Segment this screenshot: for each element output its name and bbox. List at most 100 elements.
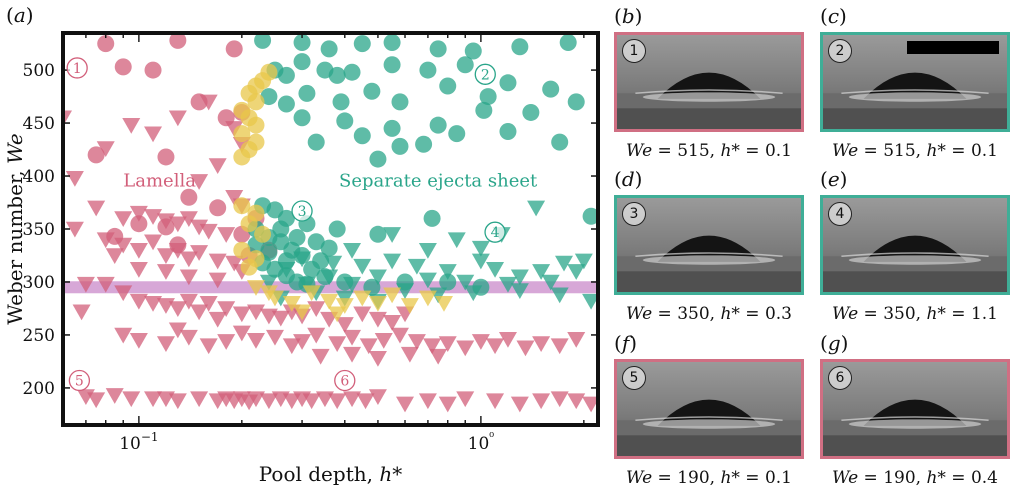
point-separate-triangle bbox=[259, 274, 278, 291]
point-lamella-triangle bbox=[225, 255, 244, 272]
point-lamella-triangle bbox=[311, 348, 330, 365]
point-lamella-triangle bbox=[114, 327, 133, 344]
point-lamella-triangle bbox=[208, 253, 227, 270]
point-separate-circle bbox=[320, 40, 338, 58]
point-lamella-triangle bbox=[400, 346, 419, 363]
point-lamella-triangle bbox=[217, 227, 236, 243]
y-tick-label: 250 bbox=[23, 326, 55, 346]
point-separate-circle bbox=[391, 137, 409, 155]
point-lamella-triangle bbox=[156, 264, 175, 280]
point-transition-triangle bbox=[259, 285, 278, 302]
y-tick-label: 350 bbox=[23, 220, 55, 240]
x-axis-label: Pool depth, h* bbox=[259, 462, 402, 486]
point-lamella-triangle bbox=[96, 276, 115, 293]
point-lamella-triangle bbox=[532, 336, 551, 352]
point-separate-triangle bbox=[555, 255, 574, 272]
y-tick-label: 400 bbox=[23, 167, 55, 187]
point-separate-triangle bbox=[297, 276, 316, 293]
drop-photo: 2 bbox=[820, 32, 1010, 132]
point-separate-circle bbox=[475, 101, 493, 119]
point-transition-circle bbox=[247, 116, 265, 134]
point-transition-triangle bbox=[302, 285, 321, 302]
drop-photo: 1 bbox=[614, 32, 804, 132]
point-separate-triangle bbox=[471, 240, 490, 257]
drop-photo: 4 bbox=[820, 195, 1010, 295]
point-lamella-triangle bbox=[225, 190, 244, 206]
point-lamella-triangle bbox=[353, 306, 372, 323]
point-lamella-triangle bbox=[190, 219, 209, 236]
point-separate-circle bbox=[419, 61, 437, 79]
point-separate-circle bbox=[415, 135, 433, 153]
point-lamella-triangle bbox=[396, 396, 415, 413]
drop-photo: 6 bbox=[820, 359, 1010, 459]
point-lamella-triangle bbox=[307, 301, 326, 318]
point-separate-circle bbox=[391, 93, 409, 111]
marker-3-label: 3 bbox=[298, 204, 307, 220]
point-lamella-triangle bbox=[550, 338, 569, 355]
panel-label-a: (a) bbox=[6, 3, 34, 27]
point-lamella-triangle bbox=[510, 396, 529, 413]
marker-1-label: 1 bbox=[73, 61, 82, 77]
point-separate-circle bbox=[542, 80, 560, 98]
point-lamella-triangle bbox=[179, 211, 198, 227]
point-lamella-triangle bbox=[232, 137, 251, 153]
point-lamella-triangle bbox=[179, 251, 198, 268]
marker-5-ring bbox=[68, 369, 91, 392]
point-transition-triangle bbox=[383, 287, 402, 304]
point-separate-triangle bbox=[324, 255, 343, 272]
point-separate-triangle bbox=[541, 274, 560, 291]
point-transition-triangle bbox=[246, 280, 265, 296]
point-separate-circle bbox=[559, 34, 577, 52]
point-lamella-triangle bbox=[335, 317, 354, 333]
photo-number: 5 bbox=[622, 366, 646, 390]
marker-2-ring bbox=[474, 63, 496, 85]
point-separate-triangle bbox=[498, 276, 517, 293]
region-label-lamella: Lamella bbox=[123, 171, 196, 192]
point-lamella-triangle bbox=[418, 393, 437, 410]
point-separate-circle bbox=[328, 66, 346, 84]
plot-area bbox=[63, 33, 598, 413]
point-lamella-triangle bbox=[87, 200, 106, 217]
marker-6-ring bbox=[334, 369, 356, 392]
point-lamella-triangle bbox=[232, 325, 251, 342]
point-lamella-triangle bbox=[246, 391, 265, 408]
panel-label: (d) bbox=[614, 167, 643, 191]
point-transition-triangle bbox=[335, 298, 354, 314]
point-lamella-triangle bbox=[190, 174, 209, 190]
point-separate-circle bbox=[277, 95, 295, 113]
point-lamella-triangle bbox=[390, 327, 409, 344]
photo-number: 1 bbox=[622, 39, 646, 63]
point-separate-triangle bbox=[550, 287, 569, 304]
point-lamella-triangle bbox=[168, 216, 187, 233]
point-lamella-triangle bbox=[129, 333, 148, 349]
point-separate-circle bbox=[328, 220, 346, 238]
point-lamella-triangle bbox=[217, 301, 236, 318]
photo-caption: We = 515, h* = 0.1 bbox=[625, 141, 792, 161]
point-lamella-triangle bbox=[271, 310, 290, 327]
photo-caption: We = 350, h* = 0.3 bbox=[625, 304, 792, 324]
photo-caption: We = 515, h* = 0.1 bbox=[831, 141, 998, 161]
point-lamella-triangle bbox=[368, 389, 387, 405]
point-separate-triangle bbox=[320, 269, 339, 286]
point-lamella-triangle bbox=[144, 391, 163, 408]
point-separate-triangle bbox=[582, 293, 598, 310]
point-separate-circle bbox=[320, 239, 338, 257]
point-lamella-triangle bbox=[168, 301, 187, 318]
point-lamella-triangle bbox=[383, 315, 402, 331]
point-lamella-triangle bbox=[343, 346, 362, 363]
point-lamella-circle bbox=[209, 199, 227, 217]
point-lamella-triangle bbox=[217, 334, 236, 350]
point-separate-triangle bbox=[464, 285, 483, 302]
point-separate-triangle bbox=[353, 258, 372, 275]
y-axis-label: Weber number, We bbox=[3, 133, 27, 325]
point-transition-circle bbox=[240, 258, 258, 276]
y-tick-label: 200 bbox=[23, 379, 55, 399]
y-tick-label: 500 bbox=[23, 61, 55, 81]
point-lamella-triangle bbox=[199, 223, 218, 240]
point-separate-triangle bbox=[438, 264, 457, 280]
point-separate-circle bbox=[479, 88, 497, 106]
point-lamella-triangle bbox=[550, 391, 569, 408]
panel-label: (b) bbox=[614, 4, 643, 28]
point-lamella-triangle bbox=[368, 351, 387, 367]
point-separate-circle bbox=[293, 109, 311, 127]
